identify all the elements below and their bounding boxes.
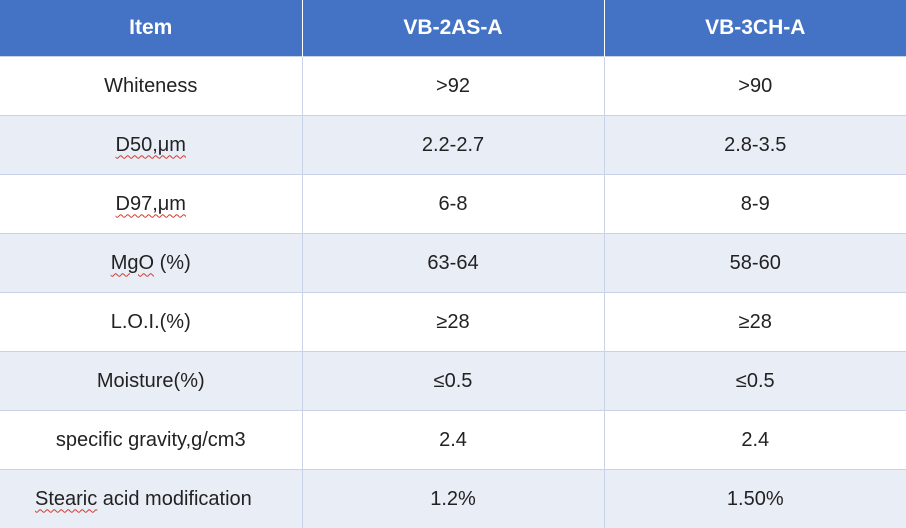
row-item-label: L.O.I.(%) — [111, 311, 191, 333]
row-item: MgO (%) — [0, 234, 302, 293]
header-item: Item — [0, 0, 302, 57]
cell-vb-2as-a: 2.2-2.7 — [302, 116, 604, 175]
table-row: D50,μm 2.2-2.7 2.8-3.5 — [0, 116, 906, 175]
row-item: specific gravity,g/cm3 — [0, 411, 302, 470]
table-row: Moisture(%) ≤0.5 ≤0.5 — [0, 352, 906, 411]
cell-vb-3ch-a: >90 — [604, 57, 906, 116]
header-vb-2as-a: VB-2AS-A — [302, 0, 604, 57]
cell-vb-3ch-a: 1.50% — [604, 470, 906, 528]
row-item-label: D50,μm — [116, 134, 186, 156]
row-item: D50,μm — [0, 116, 302, 175]
row-item-label: specific gravity,g/cm3 — [56, 429, 246, 451]
cell-vb-2as-a: 2.4 — [302, 411, 604, 470]
row-item-label-marked: MgO — [111, 252, 154, 274]
table-row: specific gravity,g/cm3 2.4 2.4 — [0, 411, 906, 470]
row-item-label: D97,μm — [116, 193, 186, 215]
row-item: Whiteness — [0, 57, 302, 116]
row-item-label: Moisture(%) — [97, 370, 205, 392]
row-item: D97,μm — [0, 175, 302, 234]
row-item: L.O.I.(%) — [0, 293, 302, 352]
cell-vb-2as-a: >92 — [302, 57, 604, 116]
table-row: Stearic acid modification 1.2% 1.50% — [0, 470, 906, 528]
cell-vb-2as-a: 6-8 — [302, 175, 604, 234]
cell-vb-3ch-a: 2.8-3.5 — [604, 116, 906, 175]
row-item-label-suffix: (%) — [154, 252, 191, 274]
cell-vb-2as-a: 1.2% — [302, 470, 604, 528]
table-row: L.O.I.(%) ≥28 ≥28 — [0, 293, 906, 352]
row-item: Stearic acid modification — [0, 470, 302, 528]
cell-vb-3ch-a: ≥28 — [604, 293, 906, 352]
row-item-label-marked: Stearic — [35, 488, 97, 510]
row-item: Moisture(%) — [0, 352, 302, 411]
header-vb-3ch-a: VB-3CH-A — [604, 0, 906, 57]
cell-vb-3ch-a: 8-9 — [604, 175, 906, 234]
row-item-label-suffix: acid modification — [97, 488, 252, 510]
cell-vb-2as-a: ≤0.5 — [302, 352, 604, 411]
table-row: MgO (%) 63-64 58-60 — [0, 234, 906, 293]
cell-vb-3ch-a: 2.4 — [604, 411, 906, 470]
row-item-label: Whiteness — [104, 75, 197, 97]
cell-vb-3ch-a: ≤0.5 — [604, 352, 906, 411]
cell-vb-3ch-a: 58-60 — [604, 234, 906, 293]
cell-vb-2as-a: 63-64 — [302, 234, 604, 293]
table-row: D97,μm 6-8 8-9 — [0, 175, 906, 234]
table-row: Whiteness >92 >90 — [0, 57, 906, 116]
cell-vb-2as-a: ≥28 — [302, 293, 604, 352]
header-row: Item VB-2AS-A VB-3CH-A — [0, 0, 906, 57]
